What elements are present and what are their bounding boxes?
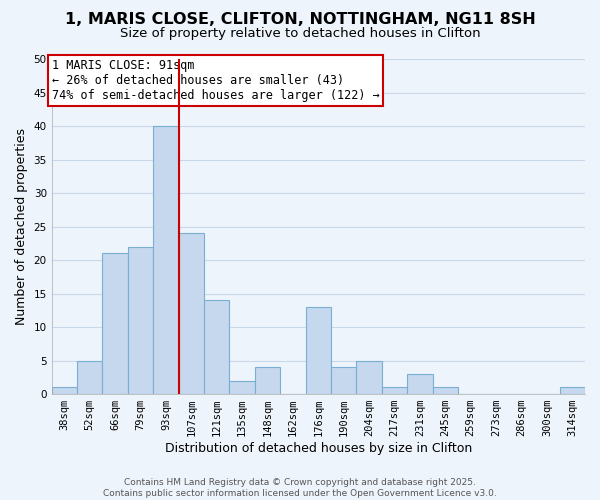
- Bar: [305, 307, 331, 394]
- Bar: [204, 300, 229, 394]
- Bar: [52, 388, 77, 394]
- Bar: [128, 246, 153, 394]
- Text: 1, MARIS CLOSE, CLIFTON, NOTTINGHAM, NG11 8SH: 1, MARIS CLOSE, CLIFTON, NOTTINGHAM, NG1…: [65, 12, 535, 28]
- Bar: [560, 388, 585, 394]
- Bar: [382, 388, 407, 394]
- Bar: [153, 126, 179, 394]
- Text: 1 MARIS CLOSE: 91sqm
← 26% of detached houses are smaller (43)
74% of semi-detac: 1 MARIS CLOSE: 91sqm ← 26% of detached h…: [52, 59, 379, 102]
- Bar: [255, 368, 280, 394]
- Bar: [103, 254, 128, 394]
- Bar: [407, 374, 433, 394]
- Text: Contains HM Land Registry data © Crown copyright and database right 2025.
Contai: Contains HM Land Registry data © Crown c…: [103, 478, 497, 498]
- Bar: [331, 368, 356, 394]
- Bar: [433, 388, 458, 394]
- Y-axis label: Number of detached properties: Number of detached properties: [15, 128, 28, 325]
- Bar: [179, 233, 204, 394]
- Bar: [356, 360, 382, 394]
- Bar: [229, 380, 255, 394]
- X-axis label: Distribution of detached houses by size in Clifton: Distribution of detached houses by size …: [165, 442, 472, 455]
- Text: Size of property relative to detached houses in Clifton: Size of property relative to detached ho…: [119, 28, 481, 40]
- Bar: [77, 360, 103, 394]
